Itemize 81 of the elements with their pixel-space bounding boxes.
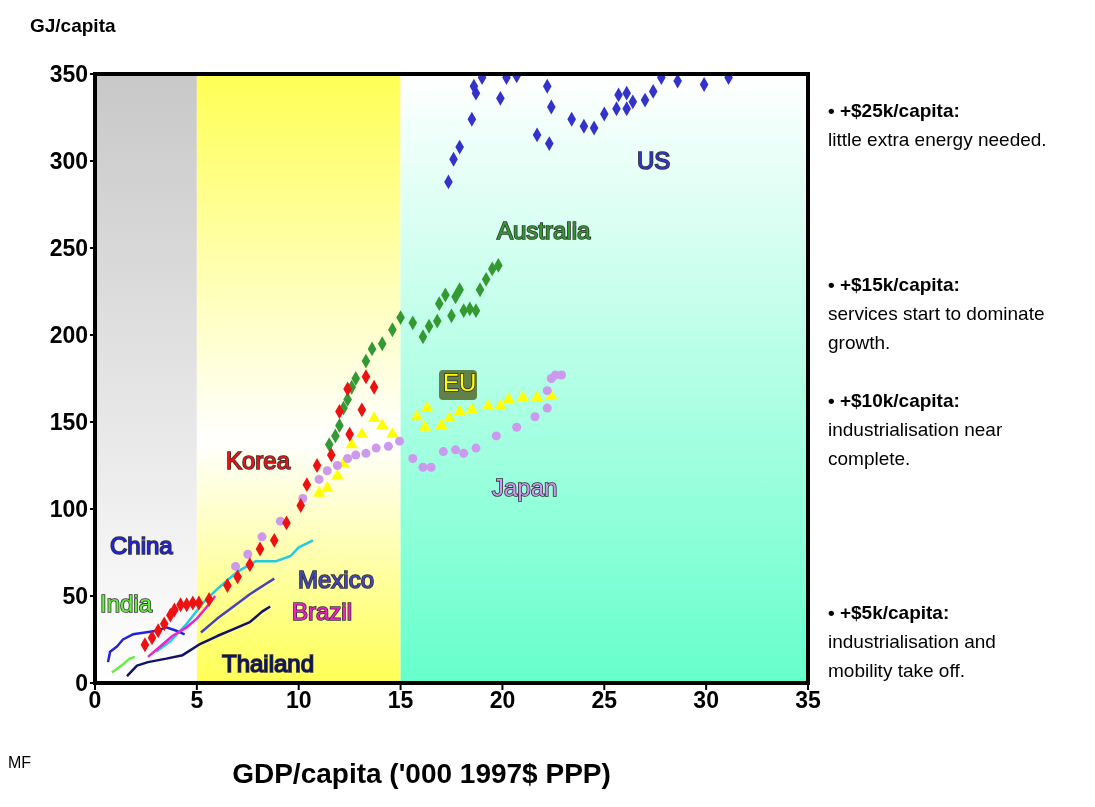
point (435, 418, 448, 429)
point (438, 447, 448, 457)
text: industrialisation near complete. (828, 418, 1004, 471)
text: little extra energy needed. (828, 128, 1048, 152)
x-tick-label: 20 (489, 687, 516, 714)
x-tick-label: 15 (387, 687, 414, 714)
point (395, 436, 405, 446)
text: Brazil (292, 598, 353, 626)
point (355, 427, 368, 438)
point (314, 474, 324, 484)
y-tick-label: 250 (49, 235, 88, 262)
point (321, 481, 334, 492)
text: MF (8, 754, 32, 771)
x-tick-label: 5 (190, 687, 204, 714)
point (530, 390, 544, 402)
y-axis-title: GJ/capita (30, 15, 116, 36)
point (451, 445, 461, 455)
x-tick-label: 35 (795, 687, 821, 714)
point (426, 462, 436, 472)
point (383, 441, 393, 451)
text: China (110, 532, 174, 560)
point (542, 386, 552, 396)
text: • +$10k/capita: (828, 389, 961, 413)
point (420, 401, 434, 412)
x-tick-label: 25 (591, 687, 618, 714)
point (459, 448, 469, 458)
point (386, 427, 399, 438)
point (257, 532, 267, 542)
text: • +$15k/capita: (828, 273, 961, 297)
series-label: EU (443, 369, 477, 397)
point (408, 454, 418, 464)
point (368, 411, 381, 423)
series-label: Korea (226, 447, 291, 475)
series-label: Japan (492, 474, 558, 502)
point (313, 486, 326, 497)
text: services start to dominate growth. (828, 302, 1046, 355)
point (491, 431, 501, 441)
point (345, 437, 358, 449)
x-axis-title: GDP/capita ('000 1997$ PPP) (232, 758, 611, 789)
point (371, 443, 381, 453)
x-tick-label: 30 (693, 687, 719, 714)
point (361, 448, 371, 458)
point (530, 412, 540, 422)
y-tick-label: 100 (49, 496, 88, 523)
y-tick-label: 0 (75, 670, 88, 697)
text: • +$5k/capita: (828, 601, 951, 625)
text: industrialisation and mobility take off. (828, 630, 997, 683)
series-label: Mexico (298, 566, 375, 594)
point (516, 390, 529, 402)
point (418, 462, 428, 472)
series-label: US (637, 147, 671, 175)
point (243, 549, 253, 559)
point (542, 403, 552, 413)
series-label: Australia (497, 217, 592, 245)
y-tick-label: 200 (49, 322, 88, 349)
y-tick-label: 350 (49, 61, 88, 88)
point (322, 466, 332, 476)
point (443, 411, 456, 423)
point (351, 450, 361, 460)
x-tick-label: 10 (285, 687, 312, 714)
point (332, 460, 342, 471)
text: • +$25k/capita: (828, 99, 961, 123)
point (471, 443, 481, 453)
y-tick-label: 300 (49, 148, 88, 175)
point (494, 399, 507, 410)
point (343, 454, 353, 464)
point (512, 422, 522, 432)
point (231, 561, 241, 571)
point (376, 418, 389, 429)
y-tick-label: 50 (62, 583, 88, 610)
point (453, 404, 466, 416)
point (410, 409, 423, 421)
point (482, 399, 495, 410)
point (418, 420, 432, 431)
line-series (199, 577, 276, 634)
y-tick-label: 150 (49, 409, 88, 436)
point (465, 402, 478, 414)
series-label: Thailand (222, 650, 315, 678)
series-label: India (100, 590, 153, 618)
line-series (110, 655, 137, 674)
point (502, 392, 515, 403)
